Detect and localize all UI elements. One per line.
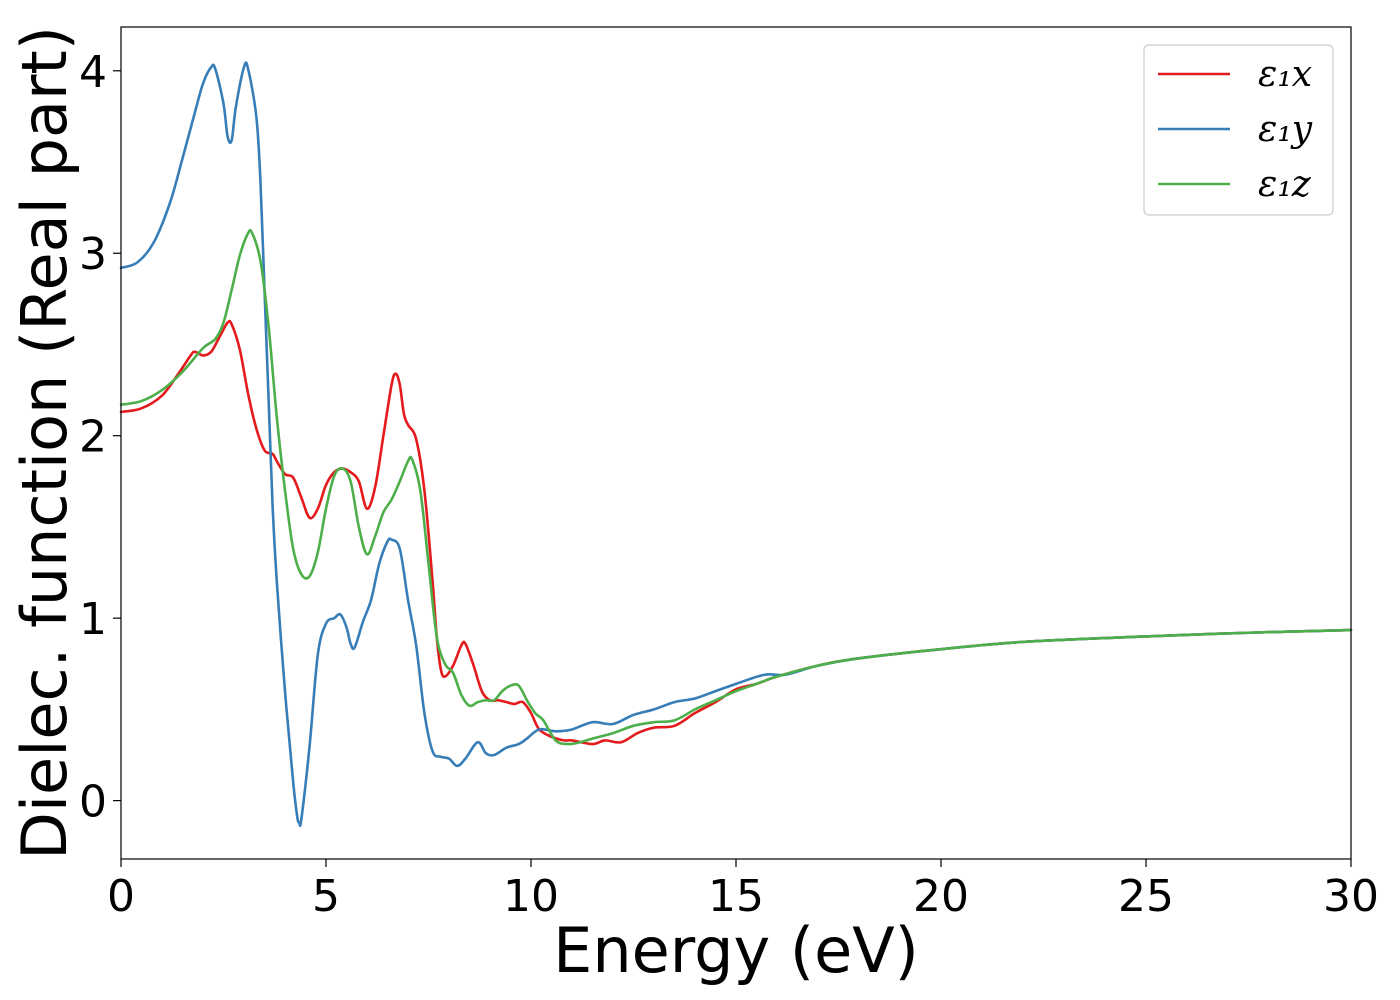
x-tick-label: 15 (708, 871, 764, 922)
y-axis-label: Dielec. function (Real part) (8, 26, 81, 860)
series-layer (119, 61, 1353, 828)
y-axis: 0 1 2 3 4 (79, 47, 121, 828)
x-tick-label: 5 (312, 871, 340, 922)
series-line-1 (119, 319, 1353, 746)
x-axis-label: Energy (eV) (553, 914, 919, 987)
legend-label: ε₁x (1258, 54, 1312, 95)
legend-label: ε₁y (1258, 109, 1313, 150)
x-tick-label: 0 (107, 871, 135, 922)
x-tick-label: 10 (503, 871, 559, 922)
legend: ε₁x ε₁y ε₁z (1143, 44, 1334, 216)
legend-box (1143, 44, 1334, 216)
x-tick-label: 20 (913, 871, 969, 922)
x-tick-label: 25 (1118, 871, 1174, 922)
series-line-2 (119, 61, 1353, 828)
series-line-3 (119, 228, 1353, 746)
y-tick-label: 4 (79, 47, 107, 98)
legend-label: ε₁z (1258, 164, 1312, 205)
x-axis: 0 5 10 15 20 25 30 (107, 859, 1379, 922)
x-tick-label: 30 (1323, 871, 1379, 922)
y-tick-label: 1 (79, 594, 107, 645)
y-tick-label: 3 (79, 229, 107, 280)
y-tick-label: 0 (79, 777, 107, 828)
y-tick-label: 2 (79, 412, 107, 463)
